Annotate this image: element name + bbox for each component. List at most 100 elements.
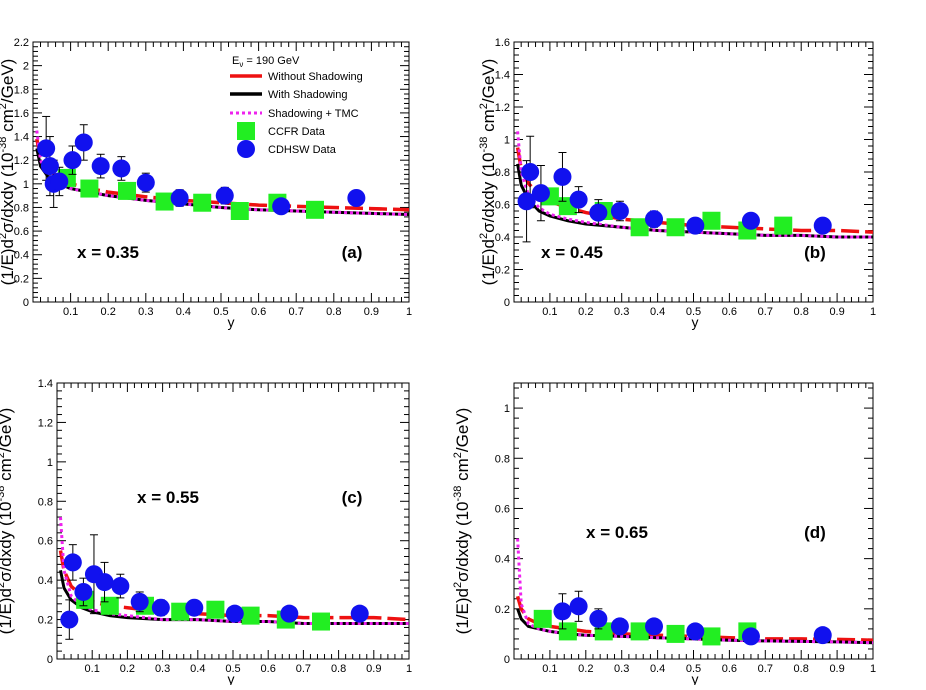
x-tick-label: 0.8	[326, 306, 341, 318]
x-tick-label: 0.6	[722, 306, 737, 318]
x-value-label: x = 0.35	[77, 243, 139, 262]
y-title-superscript: 2	[0, 452, 7, 458]
y-tick-label: 1.8	[14, 84, 29, 96]
y-tick-label: 0.8	[495, 453, 510, 465]
y-tick-label: 0.2	[38, 615, 53, 627]
y-title-superscript: 2	[0, 103, 9, 109]
cdhsw-point	[37, 139, 56, 158]
legend-entry-label: CDHSW Data	[268, 144, 337, 156]
cdhsw-point	[517, 192, 536, 211]
ccfr-point	[312, 612, 330, 631]
cdhsw-point	[531, 184, 550, 203]
legend-circle-marker	[237, 140, 255, 158]
x-axis-title: y	[228, 314, 235, 330]
x-tick-label: 0.9	[829, 306, 844, 318]
y-title-part: (1/E)d	[0, 239, 17, 285]
ccfr-point	[702, 627, 721, 646]
y-tick-label: 0.2	[14, 273, 29, 285]
cdhsw-point	[350, 604, 369, 623]
y-title-part: σ/dxdy (10	[0, 152, 17, 232]
x-tick-label: 0.1	[542, 663, 557, 675]
x-tick-label: 0.5	[686, 306, 701, 318]
cdhsw-point	[225, 604, 244, 623]
y-title-part: cm	[0, 109, 17, 136]
x-tick-label: 0.5	[225, 663, 240, 675]
y-title-part: /GeV)	[0, 59, 17, 103]
y-tick-label: 1	[23, 179, 29, 191]
ccfr-point	[230, 202, 249, 220]
cdhsw-point	[50, 172, 69, 191]
x-tick-label: 0.2	[120, 663, 135, 675]
x-axis-title: y	[692, 314, 699, 330]
ccfr-point	[193, 193, 212, 212]
y-axis-title: (1/E)d2σ/dxdy (10-38 cm2/GeV)	[478, 59, 498, 286]
legend-energy-sub: ν	[239, 60, 243, 69]
y-tick-label: 1.2	[38, 417, 53, 429]
legend-energy-E: E	[232, 55, 239, 67]
cdhsw-point	[645, 617, 664, 636]
panel-2: 0.1 0.2 0.3 0.4 0.5 0.6 0.7 0.8 0.9 1 0 0.2 0.4 0.6 0.…	[478, 37, 876, 330]
legend-entry-label: With Shadowing	[268, 89, 348, 101]
legend-entry-label: CCFR Data	[268, 126, 326, 138]
y-title-superscript: 2	[452, 452, 464, 458]
x-tick-label: 0.7	[296, 663, 311, 675]
x-tick-label: 0.9	[366, 663, 381, 675]
panel-tag: (b)	[804, 243, 826, 262]
y-title-part: σ/dxdy (10	[0, 501, 15, 581]
x-tick-label: 1	[406, 663, 412, 675]
x-value-label: x = 0.45	[541, 243, 603, 262]
curve-shadowing-tmc	[516, 538, 873, 645]
y-tick-label: 2	[23, 61, 29, 73]
x-axis-title: y	[692, 671, 699, 685]
x-tick-label: 0.5	[686, 663, 701, 675]
cdhsw-point	[813, 216, 832, 235]
cdhsw-point	[215, 186, 234, 205]
y-tick-label: 1.4	[38, 378, 53, 390]
y-title-part: (1/E)d	[0, 588, 15, 634]
legend-square-marker	[237, 122, 255, 140]
y-tick-label: 0.8	[14, 202, 29, 214]
cdhsw-point	[112, 159, 131, 178]
y-tick-label: 0.4	[14, 250, 29, 262]
x-tick-label: 0.8	[794, 306, 809, 318]
x-value-label: x = 0.55	[137, 488, 199, 507]
y-tick-label: 0	[504, 654, 510, 666]
cdhsw-point	[151, 598, 170, 617]
cdhsw-point	[813, 626, 832, 645]
x-tick-label: 0.5	[213, 306, 228, 318]
y-tick-label: 1	[504, 403, 510, 415]
y-axis-title: (1/E)d2σ/dxdy (10-38 cm2/GeV)	[0, 408, 15, 635]
panel-4: 0.1 0.2 0.3 0.4 0.5 0.6 0.7 0.8 0.9 1 0 0.2 0.4 0.6 0.…	[452, 382, 876, 687]
x-tick-label: 0.2	[578, 663, 593, 675]
x-tick-label: 1	[406, 306, 412, 318]
y-title-part: /GeV)	[453, 408, 472, 452]
y-tick-label: 0.2	[495, 265, 510, 277]
x-tick-label: 0.3	[138, 306, 153, 318]
y-title-part: (1/E)d	[453, 588, 472, 634]
ccfr-point	[666, 624, 685, 643]
y-title-superscript: 2	[452, 582, 464, 588]
cdhsw-point	[741, 627, 760, 646]
y-tick-label: 0.8	[495, 167, 510, 179]
y-tick-label: 1.4	[495, 70, 510, 82]
y-title-part: /GeV)	[479, 59, 498, 103]
panel-3: 0.1 0.2 0.3 0.4 0.5 0.6 0.7 0.8 0.9 1 0 0.2 0.4 0.6 0.…	[0, 378, 412, 687]
legend-entry-label: Shadowing + TMC	[268, 108, 359, 120]
cdhsw-point	[610, 202, 629, 220]
cdhsw-point	[741, 211, 760, 230]
ccfr-point	[241, 606, 260, 625]
ccfr-point	[774, 216, 793, 235]
y-axis-title: (1/E)d2σ/dxdy (10-38 cm2/GeV)	[0, 59, 17, 286]
panel-1: 0.1 0.2 0.3 0.4 0.5 0.6 0.7 0.8 0.9 1 0 0.2 0.4 0.6 0.…	[0, 37, 412, 330]
cdhsw-point	[553, 167, 572, 186]
x-tick-label: 0.3	[155, 663, 170, 675]
x-tick-label: 0.9	[364, 306, 379, 318]
x-tick-label: 0.4	[176, 306, 191, 318]
cdhsw-point	[60, 610, 79, 629]
x-tick-label: 0.8	[794, 663, 809, 675]
x-tick-label: 0.3	[614, 663, 629, 675]
y-title-part: σ/dxdy (10	[453, 501, 472, 581]
x-value-label: x = 0.65	[586, 523, 648, 542]
ccfr-point	[118, 181, 136, 200]
